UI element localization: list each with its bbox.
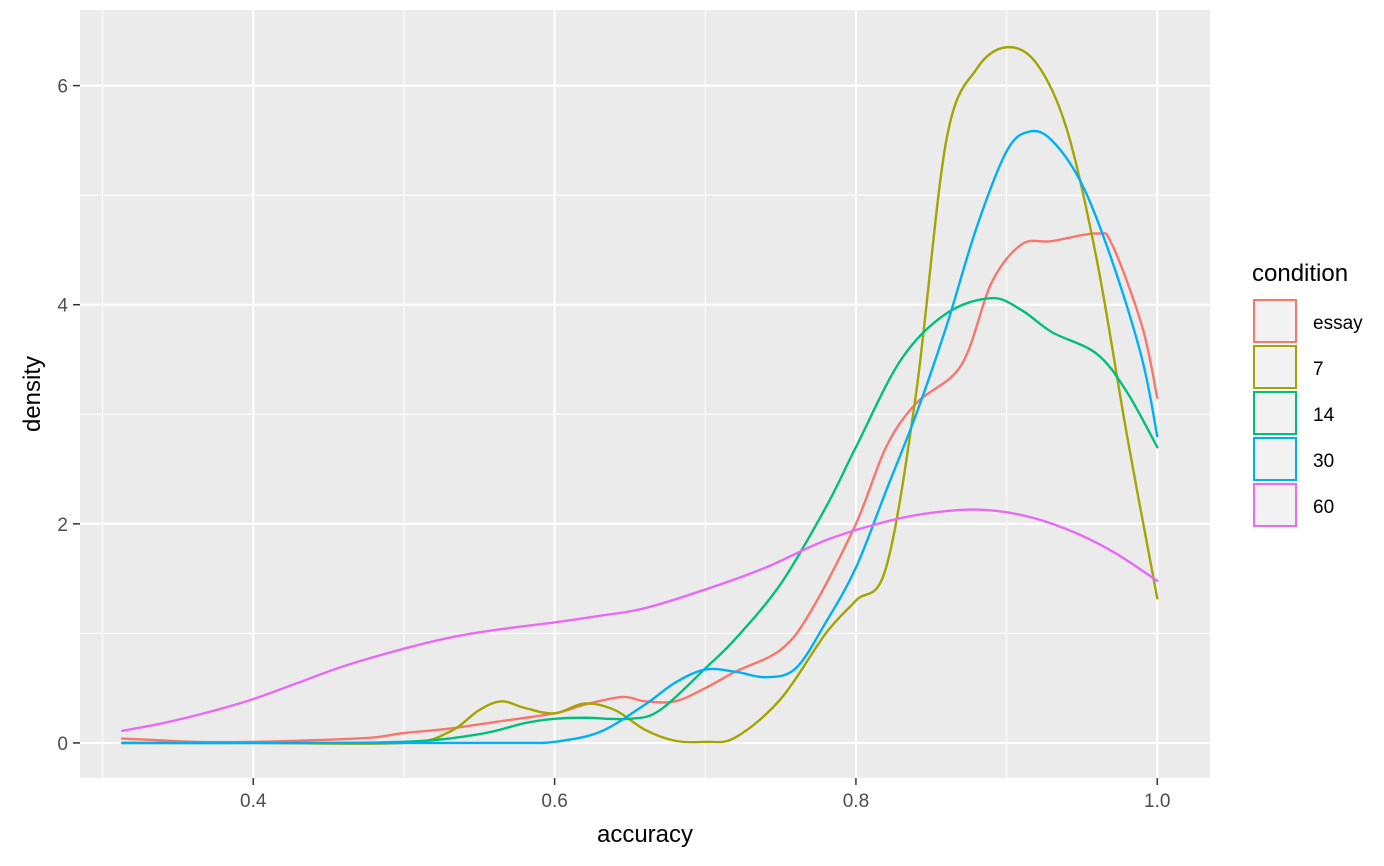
legend-label-14: 14 — [1313, 405, 1335, 426]
x-axis-ticks: 0.4 0.6 0.8 1.0 — [240, 778, 1170, 812]
legend-key-30 — [1253, 437, 1297, 481]
x-tick-label-1: 0.6 — [541, 791, 567, 812]
legend-label-30: 30 — [1313, 451, 1334, 472]
y-tick-label-0: 0 — [57, 734, 68, 755]
x-tick-label-3: 1.0 — [1144, 791, 1170, 812]
series-layer — [120, 45, 1159, 745]
legend-label-60: 60 — [1313, 497, 1334, 518]
x-tick-label-2: 0.8 — [843, 791, 869, 812]
y-axis-title: density — [19, 356, 46, 432]
legend-title: condition — [1252, 260, 1348, 287]
series-line-14 — [120, 296, 1159, 745]
series-line-60 — [120, 508, 1159, 733]
series-line-30 — [120, 129, 1159, 745]
series-line-7 — [120, 45, 1159, 745]
legend-key-7 — [1253, 345, 1297, 389]
legend-label-7: 7 — [1313, 359, 1324, 380]
series-line-essay — [120, 231, 1159, 744]
y-axis-ticks: 0 2 4 6 — [57, 77, 80, 755]
plot-panel — [80, 10, 1210, 778]
legend-items: essay 7 14 30 60 — [1253, 299, 1363, 527]
y-tick-label-1: 2 — [57, 515, 68, 536]
x-axis-title: accuracy — [597, 821, 693, 848]
legend-label-essay: essay — [1313, 313, 1363, 334]
grid-minor — [80, 10, 1210, 778]
legend-key-essay — [1253, 299, 1297, 343]
y-tick-label-3: 6 — [57, 77, 68, 98]
legend-key-60 — [1253, 483, 1297, 527]
x-tick-label-0: 0.4 — [240, 791, 267, 812]
legend-key-14 — [1253, 391, 1297, 435]
legend: condition essay 7 14 30 60 — [1252, 260, 1363, 527]
y-tick-label-2: 4 — [57, 296, 68, 317]
